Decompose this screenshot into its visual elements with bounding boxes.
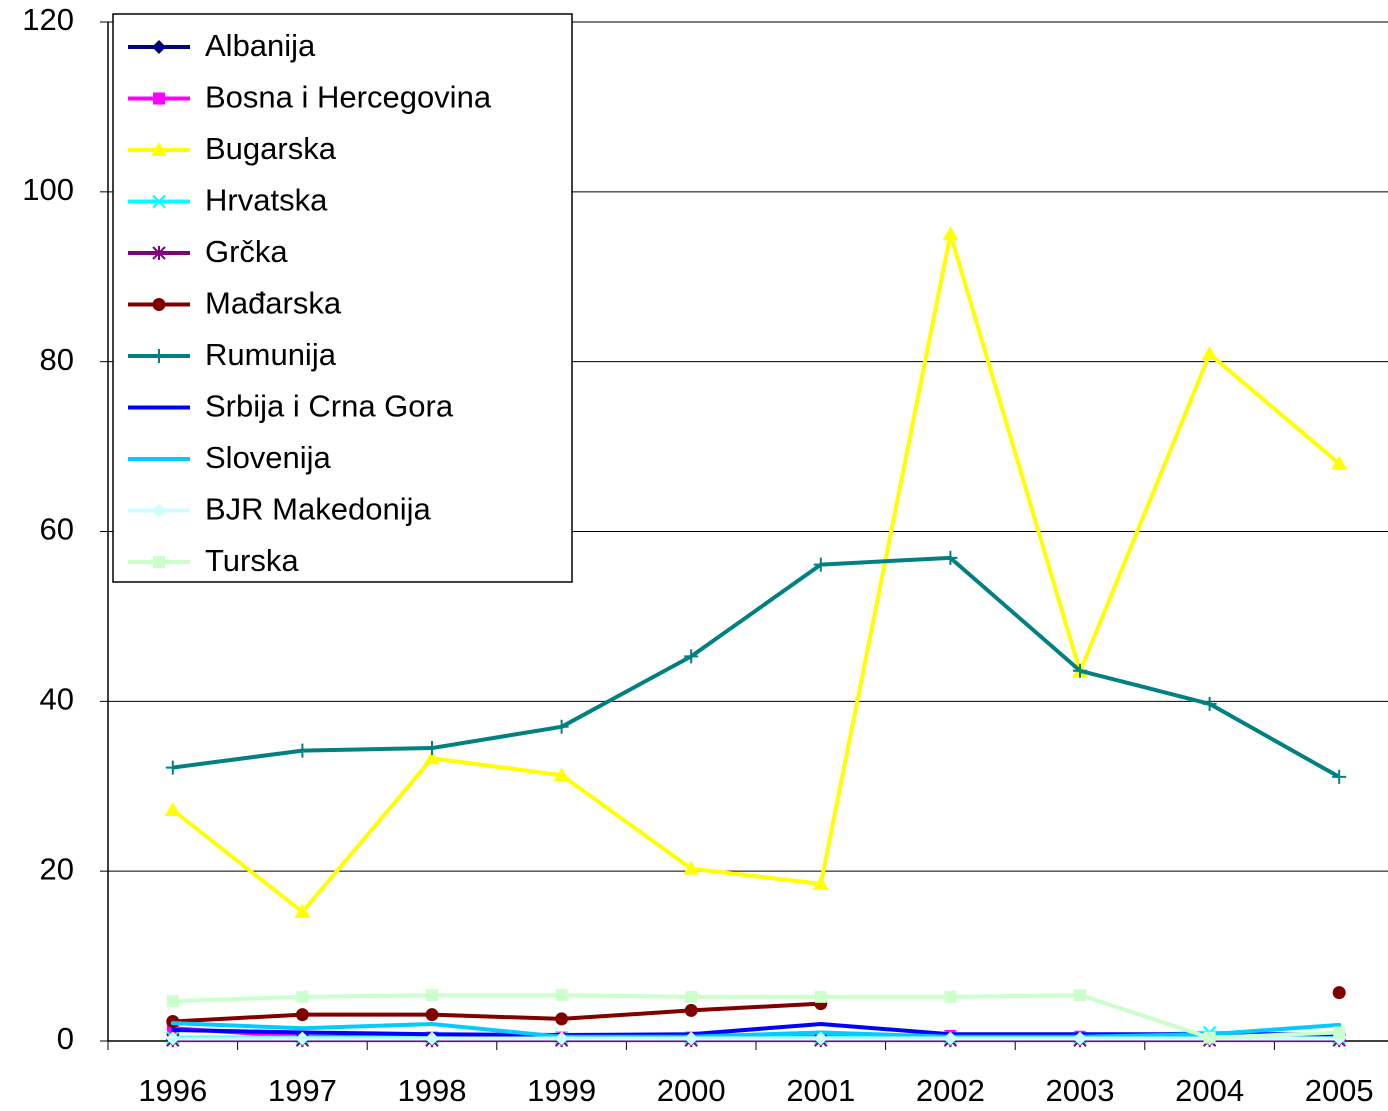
x-tick-label: 2003: [1046, 1073, 1115, 1108]
x-tick-label: 1996: [138, 1073, 207, 1108]
marker: [425, 1008, 439, 1022]
marker: [813, 557, 828, 572]
series-line: [172, 1021, 1340, 1039]
marker: [424, 750, 440, 765]
marker: [684, 649, 699, 664]
marker: [555, 1012, 569, 1026]
marker: [1332, 769, 1347, 784]
point: [430, 1022, 434, 1027]
marker: [165, 760, 180, 775]
legend-label: Grčka: [205, 234, 288, 269]
legend: Albanija Bosna i Hercegovina Bugarska Hrvat…: [112, 13, 573, 583]
y-tick-label: 60: [40, 512, 74, 547]
marker: [152, 40, 166, 54]
marker: [943, 550, 958, 565]
legend-label: Turska: [205, 543, 299, 578]
point: [1337, 1022, 1342, 1027]
marker: [296, 990, 309, 1003]
x-tick-label: 2002: [916, 1073, 985, 1108]
marker: [942, 226, 959, 241]
legend-label: Hrvatska: [205, 183, 328, 218]
marker: [1333, 1026, 1346, 1039]
marker: [152, 298, 166, 311]
series-line: [172, 1001, 821, 1024]
y-tick-label: 40: [40, 682, 74, 717]
x-tick-label: 2001: [786, 1073, 855, 1108]
marker: [295, 1031, 310, 1046]
x-tick-label: 1998: [398, 1073, 467, 1108]
marker: [294, 903, 311, 918]
marker: [295, 1008, 309, 1022]
marker: [684, 1003, 698, 1017]
marker: [813, 1031, 828, 1046]
legend-label: Slovenija: [205, 440, 332, 475]
series-line: [171, 232, 1341, 914]
legend-label: BJR Makedonija: [205, 492, 431, 527]
marker: [943, 1031, 958, 1046]
marker: [153, 556, 165, 568]
point: [170, 1021, 175, 1026]
marker: [554, 719, 569, 734]
point: [818, 1022, 823, 1027]
x-tick-label: 2004: [1175, 1073, 1244, 1108]
x-tick-label: 1997: [268, 1073, 337, 1108]
legend-label: Srbija i Crna Gora: [205, 389, 454, 424]
x-tick-label: 2000: [657, 1073, 726, 1108]
marker: [683, 860, 700, 875]
marker: [812, 875, 829, 890]
marker: [1073, 663, 1087, 678]
marker: [1332, 986, 1346, 1000]
marker: [165, 1031, 180, 1046]
marker: [555, 989, 568, 1002]
marker: [152, 246, 166, 260]
marker: [426, 989, 438, 1002]
legend-label: Mađarska: [205, 286, 342, 321]
point: [300, 1026, 305, 1031]
marker: [684, 1031, 699, 1046]
marker: [1331, 455, 1348, 470]
marker: [685, 990, 698, 1003]
marker: [295, 743, 310, 758]
marker: [425, 741, 439, 756]
y-tick-label: 20: [40, 851, 74, 886]
marker: [553, 767, 570, 782]
marker: [152, 194, 166, 209]
series-line: [172, 993, 1340, 1040]
legend-label: Albanija: [205, 28, 316, 63]
marker: [1203, 1031, 1216, 1044]
marker: [554, 1031, 569, 1046]
marker: [1074, 989, 1086, 1002]
y-tick-label: 80: [40, 342, 74, 377]
marker: [1202, 696, 1217, 711]
marker: [152, 503, 166, 518]
marker: [814, 990, 827, 1003]
y-tick-label: 100: [22, 172, 74, 207]
marker: [153, 92, 165, 105]
point: [170, 1027, 175, 1032]
series-line: [172, 555, 1341, 779]
legend-label: Rumunija: [205, 337, 337, 372]
marker: [166, 995, 179, 1008]
legend-label: Bosna i Hercegovina: [205, 80, 492, 115]
marker: [164, 802, 181, 817]
marker: [425, 1031, 439, 1046]
x-tick-label: 2005: [1305, 1073, 1374, 1108]
marker: [944, 990, 957, 1003]
marker: [151, 142, 167, 156]
marker: [1201, 346, 1218, 361]
y-tick-label: 0: [57, 1021, 74, 1056]
y-tick-label: 120: [22, 2, 74, 37]
legend-box: [112, 13, 573, 583]
marker: [152, 349, 166, 363]
marker: [1073, 1031, 1087, 1046]
x-tick-label: 1999: [527, 1073, 596, 1108]
legend-label: Bugarska: [205, 131, 337, 166]
